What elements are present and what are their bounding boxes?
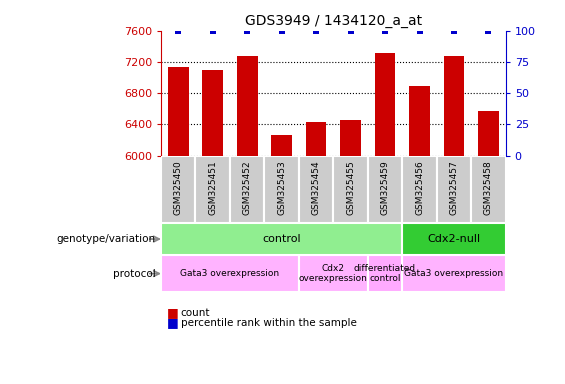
Point: [346, 28, 355, 34]
Title: GDS3949 / 1434120_a_at: GDS3949 / 1434120_a_at: [245, 14, 422, 28]
Text: control: control: [262, 234, 301, 244]
Bar: [471, 156, 506, 223]
Text: count: count: [181, 308, 210, 318]
Text: GSM325456: GSM325456: [415, 161, 424, 215]
Bar: [299, 156, 333, 223]
Bar: [437, 156, 471, 223]
Point: [415, 28, 424, 34]
Text: GSM325459: GSM325459: [381, 161, 389, 215]
Bar: [306, 122, 327, 156]
Text: Cdx2-null: Cdx2-null: [427, 234, 481, 244]
Bar: [161, 223, 402, 255]
Point: [243, 28, 252, 34]
Point: [484, 28, 493, 34]
Bar: [161, 255, 299, 292]
Text: genotype/variation: genotype/variation: [56, 234, 155, 244]
Bar: [340, 121, 361, 156]
Bar: [409, 86, 430, 156]
Bar: [444, 56, 464, 156]
Bar: [402, 255, 506, 292]
Bar: [237, 56, 258, 156]
Bar: [402, 156, 437, 223]
Text: protocol: protocol: [112, 268, 155, 279]
Point: [208, 28, 217, 34]
Point: [312, 28, 321, 34]
Bar: [230, 156, 264, 223]
Point: [381, 28, 390, 34]
Text: Cdx2
overexpression: Cdx2 overexpression: [299, 264, 368, 283]
Bar: [271, 135, 292, 156]
Text: GSM325458: GSM325458: [484, 161, 493, 215]
Text: Gata3 overexpression: Gata3 overexpression: [405, 269, 503, 278]
Bar: [375, 53, 396, 156]
Bar: [195, 156, 230, 223]
Bar: [333, 156, 368, 223]
Bar: [161, 156, 195, 223]
Bar: [264, 156, 299, 223]
Bar: [299, 255, 368, 292]
Text: differentiated
control: differentiated control: [354, 264, 416, 283]
Text: Gata3 overexpression: Gata3 overexpression: [180, 269, 280, 278]
Text: ■: ■: [167, 316, 179, 329]
Text: GSM325450: GSM325450: [174, 161, 182, 215]
Bar: [402, 223, 506, 255]
Bar: [368, 156, 402, 223]
Text: ■: ■: [167, 306, 179, 319]
Bar: [168, 67, 189, 156]
Text: GSM325451: GSM325451: [208, 161, 217, 215]
Point: [450, 28, 459, 34]
Point: [277, 28, 286, 34]
Bar: [368, 255, 402, 292]
Text: GSM325454: GSM325454: [312, 161, 320, 215]
Text: GSM325457: GSM325457: [450, 161, 458, 215]
Point: [174, 28, 183, 34]
Text: GSM325452: GSM325452: [243, 161, 251, 215]
Bar: [478, 111, 499, 156]
Text: percentile rank within the sample: percentile rank within the sample: [181, 318, 357, 328]
Text: GSM325453: GSM325453: [277, 161, 286, 215]
Bar: [202, 71, 223, 156]
Text: GSM325455: GSM325455: [346, 161, 355, 215]
